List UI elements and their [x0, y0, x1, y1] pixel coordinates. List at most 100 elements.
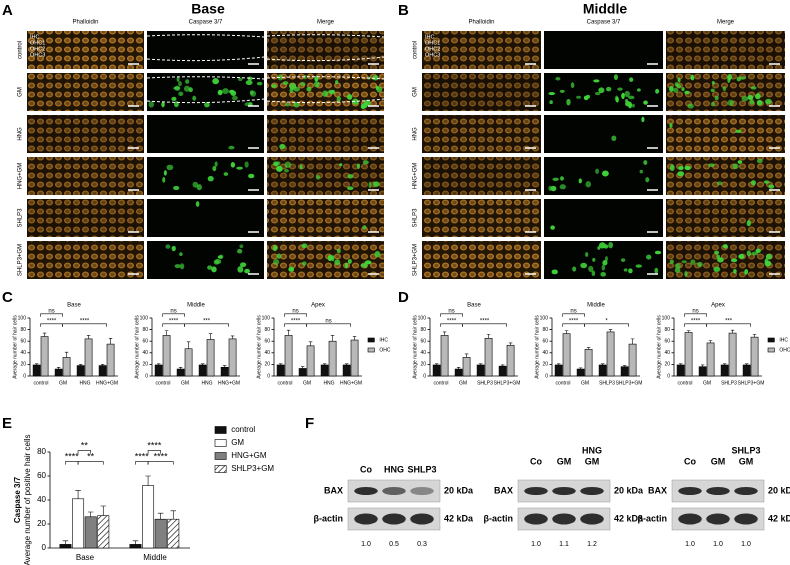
caspase-signal: [334, 259, 341, 266]
bar: [750, 336, 759, 377]
cell-label: OHC3: [425, 52, 440, 58]
caspase-signal: [313, 81, 320, 88]
error-bar: [164, 330, 169, 336]
caspase-signal: [624, 90, 630, 98]
boundary-line: [146, 34, 265, 38]
caspase-signal: [237, 77, 243, 82]
y-tick-label: 100: [140, 315, 149, 321]
micrograph: [147, 31, 264, 69]
panel-label: D: [398, 289, 409, 306]
caspase-signal: [611, 135, 617, 142]
legend-label: OHC: [379, 347, 391, 353]
error-bar: [578, 367, 583, 370]
micrograph: [267, 115, 384, 153]
error-bar: [464, 353, 469, 358]
caspase-signal: [179, 252, 183, 256]
caspase-signal: [746, 250, 752, 257]
caspase-signal: [586, 94, 591, 99]
y-tick-label: 40: [664, 350, 670, 356]
caspase-signal: [173, 86, 180, 90]
bar: [184, 348, 193, 377]
caspase-signal: [673, 87, 679, 93]
caspase-signal: [551, 269, 558, 275]
caspase-signal: [678, 166, 684, 171]
bar: [476, 364, 485, 377]
caspase-signal: [192, 95, 197, 101]
error-bar: [230, 335, 235, 339]
y-tick-label: 20: [37, 519, 46, 528]
x-tick-label: control: [33, 380, 48, 386]
micrograph: [422, 73, 541, 111]
bar: [306, 345, 315, 377]
protein-label: β-actin: [484, 513, 514, 523]
caspase-signal: [597, 246, 601, 250]
bar: [54, 368, 63, 377]
bar: [142, 485, 155, 549]
blot-band: [734, 513, 758, 525]
caspase-signal: [669, 164, 675, 172]
caspase-signal: [585, 181, 592, 188]
micrograph: [666, 115, 785, 153]
x-tick-label: SHLP3: [721, 380, 737, 386]
lane-label: Co: [530, 456, 542, 466]
legend-swatch: [214, 465, 227, 473]
caspase-signal: [335, 80, 339, 85]
cell-label: IHC: [425, 34, 435, 40]
significance-label: ns: [570, 309, 576, 315]
error-bar: [75, 490, 81, 499]
ratio-label: 0.3: [417, 541, 427, 548]
size-label: 42 kDa: [444, 513, 474, 523]
protein-label: β-actin: [638, 513, 668, 523]
micrograph-shade: [666, 199, 785, 237]
bar: [298, 368, 307, 377]
protein-label: BAX: [494, 485, 513, 495]
caspase-signal: [606, 86, 612, 92]
error-bar: [78, 364, 83, 366]
bar: [498, 365, 507, 377]
micrograph-shade: [27, 199, 144, 237]
error-bar: [186, 341, 191, 349]
y-axis-label: Average number of hair cells: [134, 315, 140, 379]
caspase-signal: [314, 75, 319, 82]
error-bar: [752, 333, 757, 338]
caspase-signal: [212, 165, 217, 172]
caspase-signal: [301, 243, 308, 249]
error-bar: [556, 363, 561, 365]
error-bar: [34, 363, 39, 365]
panel-label: E: [2, 415, 12, 432]
lane-label: SHLP3: [407, 464, 436, 474]
boundary-line: [266, 98, 385, 104]
caspase-signal: [559, 184, 566, 190]
error-bar: [322, 363, 327, 365]
significance-label: ****: [569, 319, 579, 325]
cell-label: OHC2: [425, 46, 440, 52]
caspase-signal: [322, 90, 329, 97]
error-bar: [86, 335, 91, 339]
significance-bracket: [162, 313, 185, 317]
micrograph: [666, 199, 785, 237]
bar: [606, 331, 615, 377]
boundary-line: [146, 76, 265, 80]
bar: [206, 339, 215, 377]
y-tick-label: 60: [664, 339, 670, 345]
caspase-signal: [614, 95, 619, 102]
caspase-signal: [747, 94, 754, 101]
caspase-signal: [628, 268, 633, 274]
micrograph: [267, 31, 384, 69]
y-tick-label: 100: [662, 315, 671, 321]
significance-label: ns: [48, 309, 54, 315]
caspase-signal: [635, 264, 642, 268]
caspase-signal: [303, 74, 307, 80]
caspase-signal: [643, 100, 648, 105]
row-label: GM: [413, 87, 419, 97]
y-tick-label: 20: [420, 362, 426, 368]
y-axis-label: Average number of hair cells: [12, 315, 18, 379]
size-label: 42 kDa: [768, 513, 790, 523]
caspase-signal: [601, 264, 606, 271]
caspase-signal: [223, 172, 229, 176]
caspase-signal: [613, 74, 619, 81]
micrograph-shade: [666, 115, 785, 153]
caspase-signal: [236, 166, 243, 170]
blot-band: [354, 487, 378, 495]
micrograph: [27, 241, 144, 279]
